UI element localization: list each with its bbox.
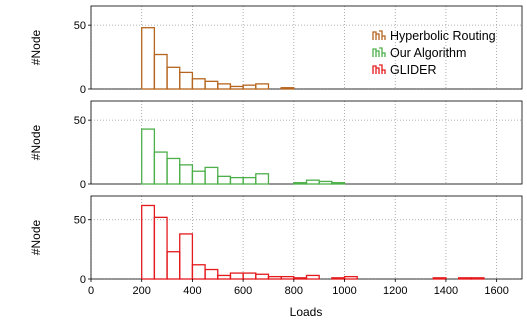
histogram-bar — [217, 83, 232, 90]
histogram-bar — [242, 176, 257, 185]
histogram-bar — [204, 166, 219, 185]
histogram-bar — [166, 157, 181, 185]
legend: Hyperbolic Routing Our Algorithm GLIDER — [372, 29, 496, 77]
histogram-bar — [204, 268, 219, 280]
x-tick-label: 400 — [183, 285, 201, 297]
legend-label: Our Algorithm — [390, 46, 466, 60]
histogram-bar — [331, 277, 346, 280]
histogram-bar — [255, 173, 270, 185]
histogram-bar — [229, 272, 244, 280]
legend-item: GLIDER — [372, 63, 437, 77]
histogram-bar — [293, 182, 308, 185]
x-tick-label: 0 — [88, 285, 94, 297]
x-tick-label: 1600 — [484, 285, 508, 297]
x-axis-label: Loads — [290, 305, 323, 319]
y-axis-label: #Node — [29, 30, 43, 66]
histogram-bar — [280, 87, 295, 90]
histogram-bar — [229, 176, 244, 185]
legend-item: Hyperbolic Routing — [372, 29, 496, 43]
legend-swatch-icon — [372, 64, 386, 74]
histogram-bar — [166, 251, 181, 280]
histogram-bar — [305, 274, 320, 280]
x-tick-label: 600 — [234, 285, 252, 297]
panel-frame — [90, 195, 523, 280]
histogram-bar — [267, 275, 282, 280]
y-tick-label: 0 — [80, 84, 86, 96]
histogram-bar — [217, 175, 232, 185]
legend-label: GLIDER — [390, 63, 437, 77]
histogram-bar — [179, 233, 194, 280]
histogram-bar — [191, 78, 206, 90]
histogram-bar — [229, 85, 244, 90]
histogram-bar — [166, 66, 181, 90]
histogram-bar — [343, 275, 358, 280]
histogram-bar — [204, 80, 219, 90]
y-tick-label: 50 — [74, 20, 86, 32]
x-axis: 0 200 400 600 800 1000 1200 1400 1600 — [88, 279, 509, 297]
y-tick-label: 50 — [74, 115, 86, 127]
panel-frame — [90, 5, 523, 90]
histogram-bar — [153, 53, 168, 90]
histogram-bar — [141, 128, 156, 185]
x-tick-label: 800 — [285, 285, 303, 297]
x-tick-label: 1200 — [383, 285, 407, 297]
histogram-bar — [318, 180, 333, 185]
histogram-bar — [141, 27, 156, 90]
x-tick-label: 200 — [133, 285, 151, 297]
panel-1: 0 50 #Node — [29, 5, 523, 96]
histogram-bar — [331, 182, 346, 185]
panel-frame — [90, 100, 523, 185]
panel-3: 0 50 #Node — [29, 195, 523, 286]
histogram-bar — [153, 151, 168, 185]
histogram-bar — [255, 273, 270, 280]
y-tick-label: 50 — [74, 215, 86, 227]
histogram-bar — [191, 264, 206, 280]
y-tick-label: 0 — [80, 179, 86, 191]
legend-swatch-icon — [372, 30, 386, 40]
histogram-bar — [457, 277, 472, 280]
panel-2: 0 50 #Node — [29, 100, 523, 191]
x-tick-label: 1400 — [434, 285, 458, 297]
y-axis-label: #Node — [29, 125, 43, 161]
histogram-bar — [191, 170, 206, 185]
histogram-bar — [470, 277, 485, 280]
histogram-bar — [141, 204, 156, 280]
histogram-bar — [293, 277, 308, 280]
x-tick-label: 1000 — [332, 285, 356, 297]
legend-item: Our Algorithm — [372, 46, 466, 60]
histogram-bar — [179, 71, 194, 90]
histogram-bar — [280, 275, 295, 280]
legend-swatch-icon — [372, 47, 386, 57]
histogram-bar — [255, 83, 270, 90]
histogram-bar — [305, 179, 320, 185]
histogram-bar — [242, 272, 257, 280]
y-tick-label: 0 — [80, 274, 86, 286]
histogram-bar — [217, 274, 232, 280]
panels-layer: 0 50 #Node 0 50 #Node 0 50 #Node — [29, 5, 523, 286]
histogram-bar — [179, 164, 194, 185]
histogram-bar — [242, 84, 257, 90]
histogram-bar — [432, 277, 447, 280]
legend-label: Hyperbolic Routing — [390, 29, 496, 43]
y-axis-label: #Node — [29, 220, 43, 256]
histogram-bar — [153, 216, 168, 280]
